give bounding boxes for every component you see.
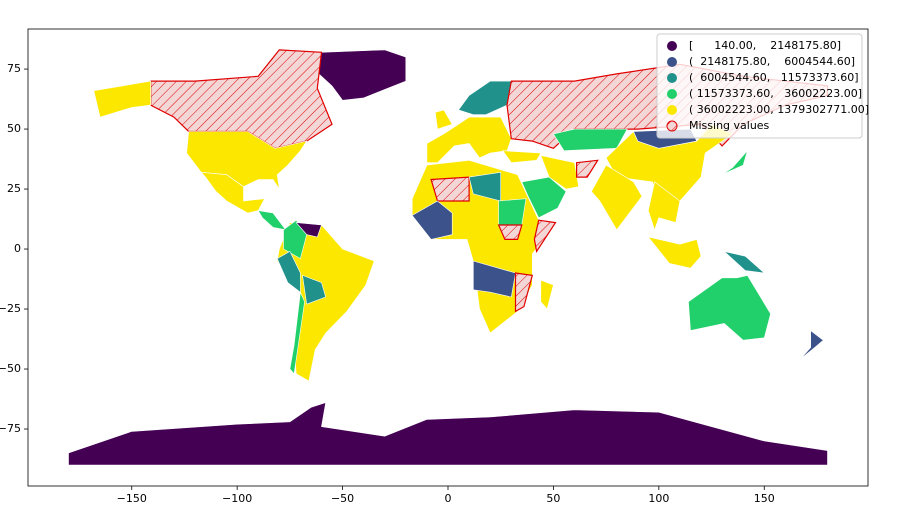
x-tick-label: 0 [445,492,452,505]
x-tick-label: 50 [546,492,560,505]
legend: [ 140.00, 2148175.80] ( 2148175.80, 60045… [656,33,869,139]
country [302,274,327,305]
x-tick-label: −100 [222,492,252,505]
country [93,80,151,118]
country [721,150,748,175]
country [540,155,580,190]
legend-label: ( 36002223.00, 1379302771.00] [689,103,869,116]
country [283,219,308,260]
legend-marker [667,73,677,83]
country [552,128,628,152]
country [498,198,527,226]
axes: −150 −100 −50 0 50 100 150 −75 −50 −25 0 25 50 75 [0,62,775,505]
country [68,402,828,466]
legend-marker [667,57,677,67]
country [502,150,542,164]
country [591,164,643,231]
country [289,291,305,375]
legend-marker-missing [666,120,678,132]
x-tick-label: 150 [754,492,775,505]
y-tick-label: 75 [7,62,21,75]
country [411,200,453,240]
country-missing [497,224,523,240]
y-tick-label: −25 [0,302,21,315]
legend-marker [667,89,677,99]
y-tick-label: −50 [0,362,21,375]
country [473,260,516,298]
country-missing [576,159,599,178]
x-tick-label: −50 [331,492,354,505]
legend-label: ( 11573373.60, 36002223.00] [689,87,862,100]
country-missing [514,272,534,313]
y-tick-label: −75 [0,422,21,435]
legend-label: Missing values [689,119,770,132]
country [647,181,681,231]
country-missing [533,219,557,253]
country [688,275,771,341]
legend-marker [667,105,677,115]
legend-box [656,33,863,139]
y-tick-label: 50 [7,122,21,135]
country [647,236,702,269]
country [723,250,766,274]
legend-marker [667,41,677,51]
y-tick-label: 25 [7,182,21,195]
country [293,49,407,101]
country [426,116,512,163]
country [434,109,453,130]
country [799,329,824,360]
y-tick-label: 0 [14,242,21,255]
country [295,222,322,238]
legend-label: [ 140.00, 2148175.80] [689,39,841,52]
country [276,250,301,293]
country [521,176,567,219]
x-tick-label: −150 [117,492,147,505]
x-tick-label: 100 [648,492,669,505]
legend-label: ( 6004544.60, 11573373.60] [689,71,859,84]
country-missing [430,176,470,202]
legend-label: ( 2148175.80, 6004544.60] [689,55,855,68]
country [540,279,554,310]
country [257,210,287,231]
